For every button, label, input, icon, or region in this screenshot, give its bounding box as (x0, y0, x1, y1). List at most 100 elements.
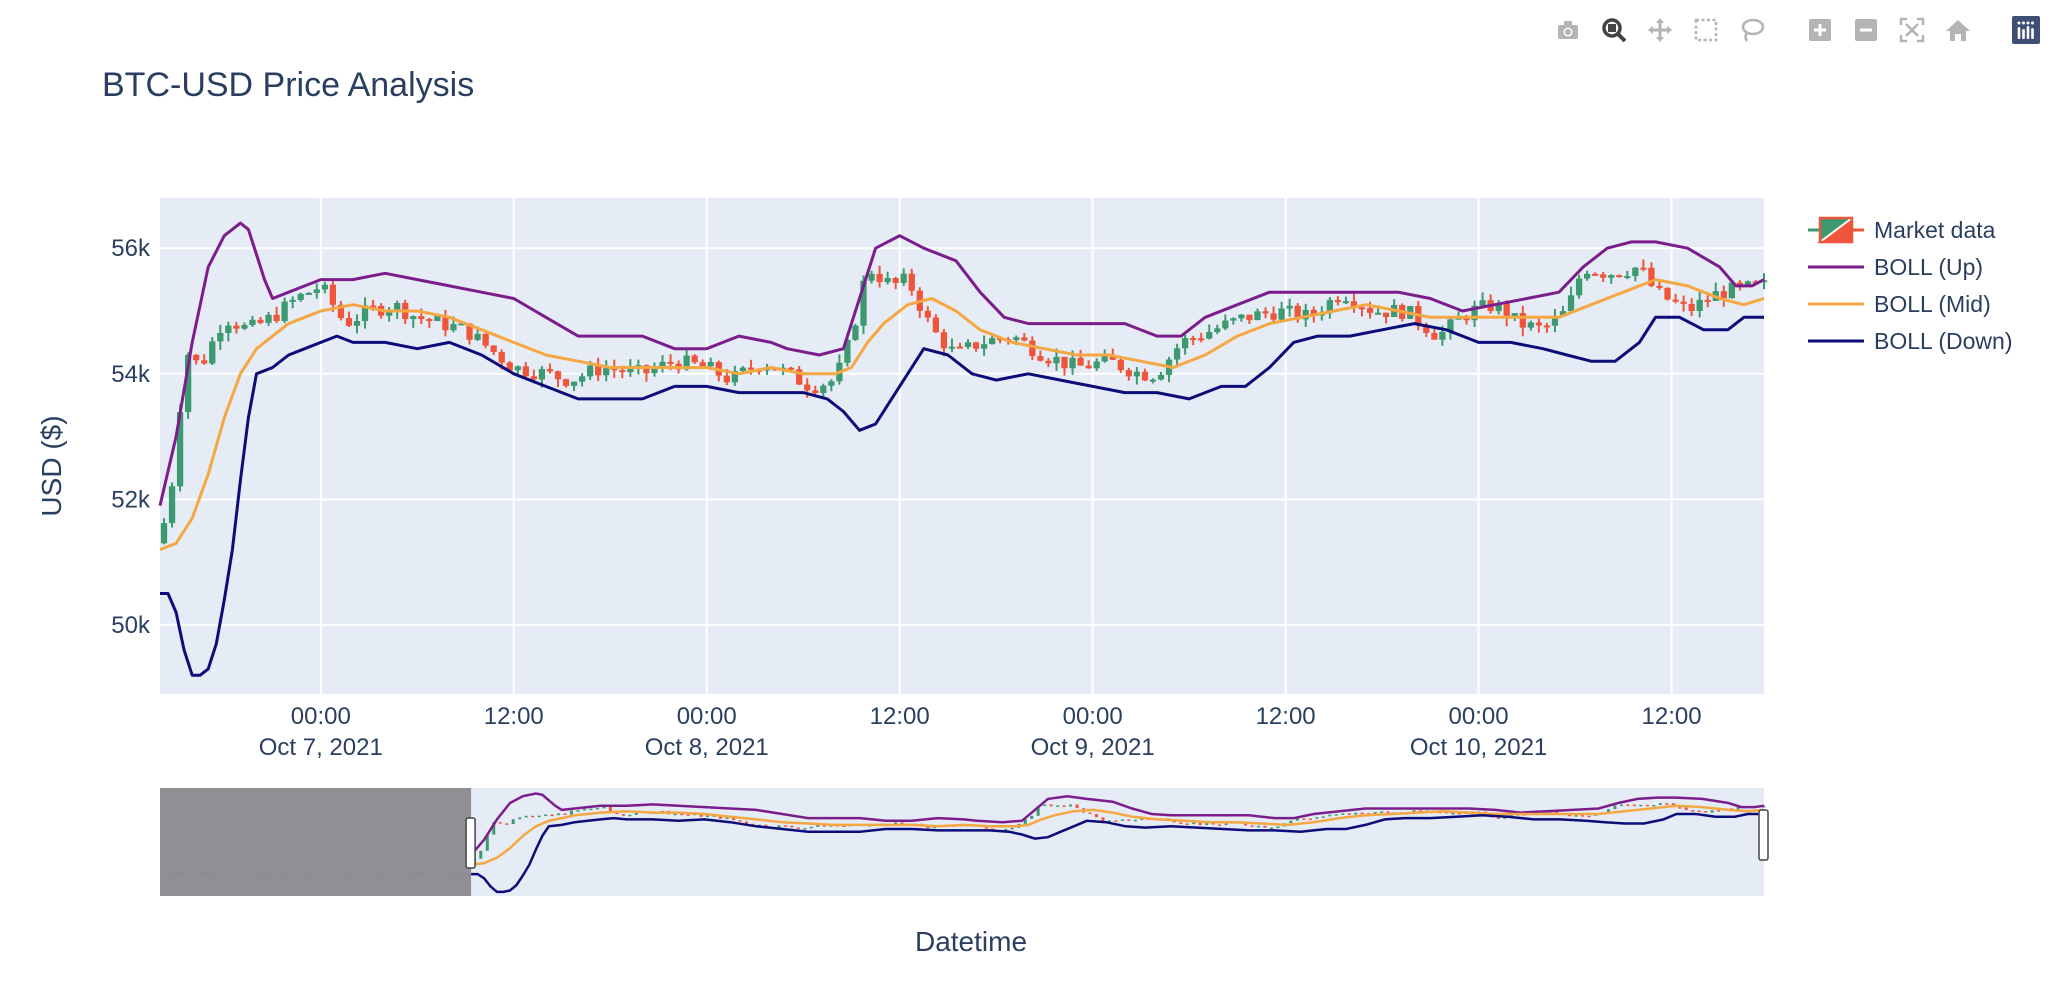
legend[interactable]: Market data BOLL (Up) BOLL (Mid) BOLL (Down… (1808, 216, 2012, 354)
candle[interactable] (1222, 314, 1229, 331)
candle[interactable] (651, 362, 658, 377)
main-plot-area[interactable]: 50k 52k 54k 56k 00:00 Oct 7, 2021 12:00 00:00 Oc… (111, 198, 1768, 761)
candle[interactable] (892, 276, 899, 290)
candle[interactable] (1029, 336, 1036, 361)
candle[interactable] (321, 281, 328, 294)
candle[interactable] (1519, 305, 1526, 337)
candle[interactable] (1535, 317, 1543, 333)
candle[interactable] (410, 315, 417, 328)
candle[interactable] (1664, 287, 1671, 301)
candle[interactable] (964, 339, 972, 350)
candle[interactable] (691, 354, 698, 365)
candle[interactable] (1632, 266, 1639, 282)
box-select-button[interactable] (1692, 16, 1720, 44)
candle[interactable] (1447, 316, 1454, 340)
candle[interactable] (1061, 356, 1068, 376)
candle[interactable] (386, 306, 393, 322)
candle[interactable] (361, 297, 369, 329)
candle[interactable] (1125, 367, 1132, 381)
candle[interactable] (1543, 322, 1551, 333)
candle[interactable] (337, 300, 345, 321)
candle[interactable] (1278, 301, 1285, 321)
candle[interactable] (1656, 281, 1663, 291)
candle[interactable] (506, 361, 513, 371)
candle[interactable] (1431, 328, 1438, 340)
candle[interactable] (1527, 320, 1534, 331)
candle[interactable] (514, 365, 521, 374)
candle[interactable] (1503, 300, 1510, 327)
candle[interactable] (466, 323, 473, 345)
plot-background[interactable] (160, 198, 1764, 694)
candle[interactable] (603, 360, 610, 382)
autoscale-button[interactable] (1898, 16, 1926, 44)
candle[interactable] (1479, 292, 1486, 308)
candle[interactable] (329, 280, 336, 313)
candle[interactable] (1720, 285, 1727, 307)
candle[interactable] (281, 297, 288, 324)
candle[interactable] (812, 385, 819, 396)
candle[interactable] (1157, 372, 1165, 381)
legend-item[interactable]: BOLL (Up) (1808, 254, 1983, 280)
candle[interactable] (1198, 332, 1205, 343)
candle[interactable] (1334, 296, 1342, 306)
boll-up-line[interactable] (158, 221, 1765, 506)
candle[interactable] (1382, 312, 1390, 324)
candle[interactable] (578, 373, 586, 387)
rangeslider-handle-left[interactable] (465, 817, 476, 869)
zoom-in-button[interactable] (1806, 16, 1834, 44)
candle[interactable] (1206, 324, 1213, 340)
candle[interactable] (442, 309, 449, 337)
candle[interactable] (1575, 274, 1583, 299)
candle[interactable] (908, 268, 915, 296)
candle[interactable] (209, 337, 216, 366)
candle[interactable] (1149, 378, 1157, 384)
candle[interactable] (1616, 274, 1623, 278)
candle[interactable] (980, 335, 988, 356)
candle[interactable] (1021, 333, 1028, 342)
candle[interactable] (924, 306, 931, 323)
candle[interactable] (1286, 298, 1293, 317)
candle[interactable] (1592, 272, 1599, 276)
candle[interactable] (1624, 270, 1631, 280)
candle[interactable] (1608, 274, 1615, 284)
candle[interactable] (1583, 270, 1591, 281)
candle[interactable] (1230, 317, 1237, 325)
candle[interactable] (731, 365, 739, 386)
candle[interactable] (289, 296, 296, 309)
candle[interactable] (659, 354, 666, 373)
candle[interactable] (884, 271, 891, 285)
candle[interactable] (1085, 360, 1092, 369)
reset-axes-button[interactable] (1944, 16, 1972, 44)
range-slider[interactable] (160, 788, 1769, 896)
candle[interactable] (345, 311, 353, 327)
candle[interactable] (233, 321, 240, 334)
candle[interactable] (490, 345, 497, 356)
candle[interactable] (160, 518, 168, 545)
candle[interactable] (1672, 293, 1679, 304)
rangeslider-mask-left[interactable] (160, 788, 472, 896)
candle[interactable] (1254, 308, 1261, 321)
candle[interactable] (249, 315, 256, 327)
candle[interactable] (1342, 296, 1350, 305)
candle[interactable] (426, 317, 433, 328)
candle[interactable] (168, 482, 176, 528)
candle[interactable] (1270, 306, 1277, 324)
candle[interactable] (1181, 334, 1189, 355)
candle[interactable] (193, 354, 200, 365)
candle[interactable] (707, 357, 714, 367)
pan-button[interactable] (1646, 16, 1674, 44)
candle[interactable] (297, 292, 304, 302)
candle[interactable] (201, 354, 208, 365)
candle[interactable] (1141, 368, 1149, 382)
boll-down-line[interactable] (160, 315, 1764, 677)
candle[interactable] (225, 321, 232, 342)
legend-item[interactable]: BOLL (Mid) (1808, 291, 1991, 317)
zoom-button[interactable] (1600, 16, 1628, 44)
candle[interactable] (305, 292, 312, 295)
candle[interactable] (1350, 292, 1358, 313)
candle[interactable] (1045, 358, 1052, 368)
candle[interactable] (273, 306, 280, 324)
candle[interactable] (353, 314, 361, 334)
candle[interactable] (1173, 343, 1181, 368)
